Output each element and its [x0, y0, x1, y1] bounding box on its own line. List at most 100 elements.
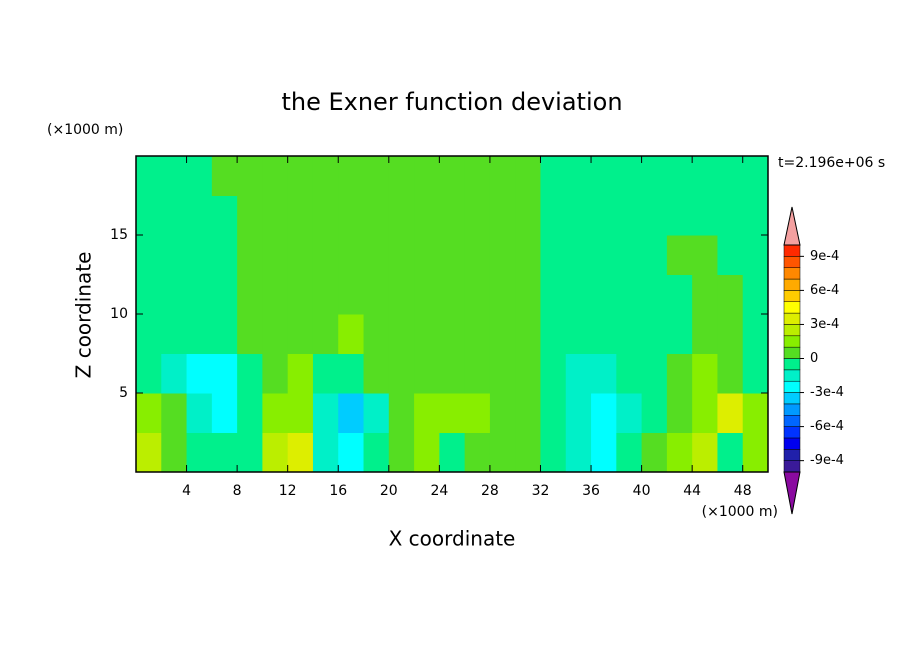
- contour-cell: [338, 393, 365, 433]
- contour-cell: [211, 393, 238, 433]
- contour-cell: [742, 314, 769, 354]
- contour-cell: [742, 274, 769, 315]
- contour-cell: [287, 235, 314, 275]
- contour-cell: [312, 195, 339, 236]
- contour-cell: [515, 195, 541, 236]
- contour-cell: [616, 353, 643, 394]
- colorbar-box: [783, 358, 801, 371]
- contour-cell: [312, 432, 339, 473]
- contour-cell: [363, 353, 390, 394]
- contour-cell: [692, 274, 718, 315]
- chart-title: the Exner function deviation: [281, 88, 622, 116]
- contour-cell: [742, 432, 769, 473]
- colorbar-tick-label: 3e-4: [810, 317, 839, 332]
- contour-cell: [287, 314, 314, 354]
- contour-cell: [414, 314, 440, 354]
- contour-cell: [211, 195, 238, 236]
- y-axis-label: Z coordinate: [72, 252, 96, 379]
- contour-cell: [742, 195, 769, 236]
- contour-cell: [666, 156, 693, 196]
- x-tick-label: 8: [233, 483, 242, 499]
- contour-cell: [540, 235, 567, 275]
- colorbar-box: [783, 278, 801, 291]
- contour-cell: [540, 274, 567, 315]
- contour-cell: [666, 393, 693, 433]
- contour-cell: [262, 353, 289, 394]
- contour-cell: [717, 235, 744, 275]
- contour-cell: [312, 156, 339, 196]
- contour-cell: [464, 235, 491, 275]
- contour-cell: [262, 195, 289, 236]
- contour-cell: [489, 314, 516, 354]
- contour-cell: [515, 274, 541, 315]
- contour-cell: [414, 393, 440, 433]
- contour-cell: [363, 393, 390, 433]
- colorbar-box: [783, 267, 801, 280]
- contour-cell: [641, 314, 668, 354]
- colorbar-tick-label: 9e-4: [810, 249, 839, 264]
- contour-cell: [161, 353, 188, 394]
- contour-cell: [591, 432, 617, 473]
- contour-cell: [641, 156, 668, 196]
- contour-cell: [565, 156, 592, 196]
- x-tick-label: 20: [380, 483, 398, 499]
- contour-cell: [237, 432, 263, 473]
- contour-cell: [515, 314, 541, 354]
- contour-cell: [439, 432, 466, 473]
- contour-cell: [515, 393, 541, 433]
- contour-cell: [237, 314, 263, 354]
- contour-cell: [515, 432, 541, 473]
- contour-cell: [439, 235, 466, 275]
- contour-cell: [591, 393, 617, 433]
- contour-cell: [237, 274, 263, 315]
- contour-cell: [489, 274, 516, 315]
- contour-cell: [489, 156, 516, 196]
- contour-cell: [287, 274, 314, 315]
- contour-cell: [591, 314, 617, 354]
- contour-cell: [540, 195, 567, 236]
- contour-cell: [616, 274, 643, 315]
- contour-cell: [565, 353, 592, 394]
- colorbar-box: [783, 244, 801, 257]
- colorbar-box: [783, 403, 801, 416]
- x-tick-label: 40: [633, 483, 651, 499]
- contour-cell: [565, 393, 592, 433]
- contour-cell: [464, 195, 491, 236]
- contour-cell: [414, 432, 440, 473]
- contour-cell: [540, 314, 567, 354]
- colorbar-box: [783, 415, 801, 427]
- colorbar-under: [783, 471, 801, 515]
- contour-cell: [742, 156, 769, 196]
- colorbar-tick-label: -6e-4: [810, 419, 844, 434]
- contour-cell: [692, 432, 718, 473]
- contour-cell: [489, 235, 516, 275]
- contour-cell: [363, 235, 390, 275]
- contour-cell: [616, 235, 643, 275]
- colorbar-box: [783, 346, 801, 359]
- contour-cell: [666, 353, 693, 394]
- contour-cell: [439, 156, 466, 196]
- contour-cell: [312, 353, 339, 394]
- contour-cell: [388, 235, 415, 275]
- contour-cell: [439, 314, 466, 354]
- colorbar-box: [783, 312, 801, 325]
- contour-cell: [439, 195, 466, 236]
- contour-cell: [136, 274, 162, 315]
- contour-cell: [186, 195, 213, 236]
- contour-cell: [211, 235, 238, 275]
- contour-cell: [666, 274, 693, 315]
- contour-cell: [439, 393, 466, 433]
- contour-cell: [414, 156, 440, 196]
- contour-cell: [692, 156, 718, 196]
- contour-cell: [161, 195, 188, 236]
- contour-cell: [540, 353, 567, 394]
- contour-cell: [363, 156, 390, 196]
- contour-cell: [464, 353, 491, 394]
- contour-cell: [414, 353, 440, 394]
- contour-cell: [616, 432, 643, 473]
- contour-cell: [186, 314, 213, 354]
- contour-cell: [666, 432, 693, 473]
- contour-cell: [287, 195, 314, 236]
- contour-cell: [489, 432, 516, 473]
